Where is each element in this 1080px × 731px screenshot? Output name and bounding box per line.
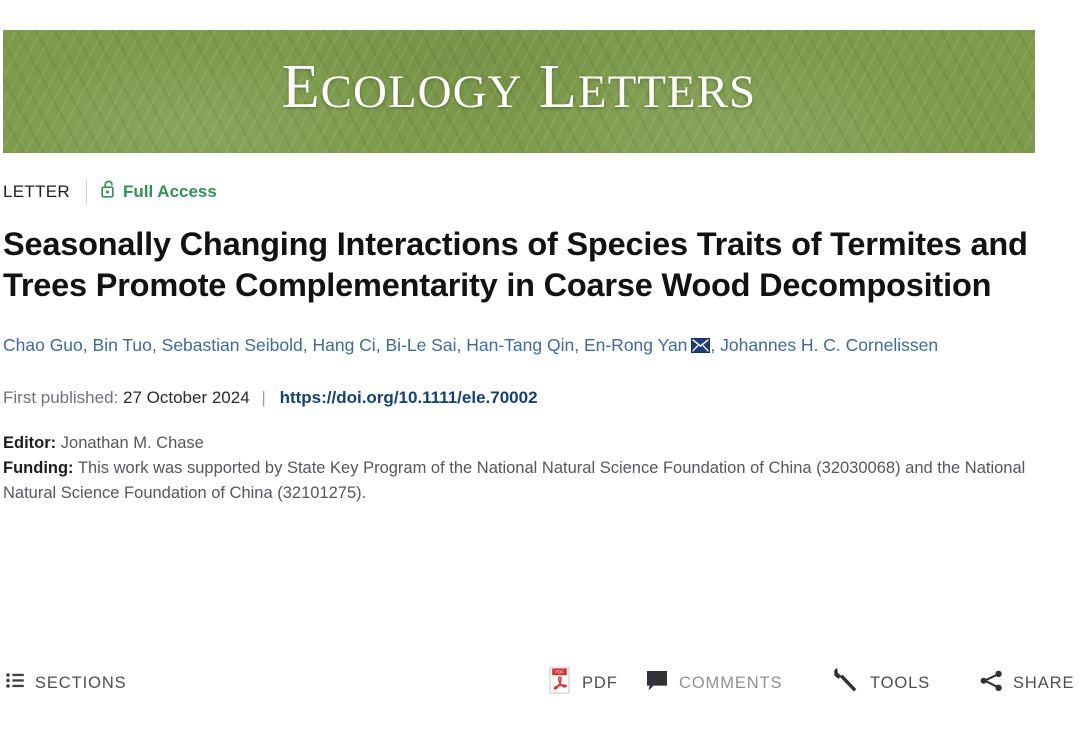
pdf-icon: PDF (549, 667, 571, 699)
author-link[interactable]: Sebastian Seibold (161, 335, 303, 355)
author-link[interactable]: Chao Guo (3, 335, 83, 355)
funding-row: Funding: This work was supported by Stat… (3, 456, 1038, 506)
first-published-date: 27 October 2024 (123, 388, 250, 407)
author-link[interactable]: Bi-Le Sai (385, 335, 457, 355)
editor-label: Editor: (3, 434, 57, 452)
tools-label: TOOLS (870, 673, 931, 692)
article-toolbar: SECTIONS PDF PDF COMMENTS (3, 663, 1073, 711)
pdf-label: PDF (582, 673, 618, 692)
funding-text: This work was supported by State Key Pro… (3, 459, 1026, 502)
comments-label: COMMENTS (679, 673, 783, 692)
full-access-badge[interactable]: Full Access (101, 180, 217, 204)
journal-wordmark-letters-rest: ETTERS (577, 66, 757, 118)
funding-label: Funding: (3, 459, 74, 477)
open-lock-icon (101, 180, 116, 204)
author-link[interactable]: Han-Tang Qin (466, 335, 575, 355)
sections-label: SECTIONS (35, 673, 127, 692)
journal-wordmark-ecology-rest: COLOGY (320, 66, 523, 118)
journal-wordmark-letters: LETTERS (539, 53, 757, 121)
comments-button[interactable]: COMMENTS (646, 663, 782, 703)
envelope-icon[interactable] (691, 334, 711, 361)
article-tagline: LETTER Full Access (3, 179, 1063, 205)
share-button[interactable]: SHARE (980, 663, 1074, 703)
author-link[interactable]: Johannes H. C. Cornelissen (720, 335, 939, 355)
tagline-divider (85, 181, 87, 203)
author-link[interactable]: Hang Ci (312, 335, 376, 355)
svg-text:PDF: PDF (555, 670, 564, 675)
article-meta: LETTER Full Access Seasonally Changing I… (3, 153, 1063, 506)
article-notes: Editor: Jonathan M. Chase Funding: This … (3, 431, 1038, 506)
editor-name: Jonathan M. Chase (60, 434, 204, 452)
journal-wordmark: ECOLOGY LETTERS (3, 53, 1035, 126)
journal-banner[interactable]: ECOLOGY LETTERS (3, 30, 1035, 153)
editor-row: Editor: Jonathan M. Chase (3, 431, 1038, 456)
share-nodes-icon (980, 670, 1002, 697)
article-type-label: LETTER (3, 182, 70, 201)
pubinfo-separator: | (261, 388, 266, 407)
journal-wordmark-ecology: ECOLOGY (281, 53, 523, 121)
pdf-button[interactable]: PDF PDF (549, 663, 618, 703)
share-label: SHARE (1013, 673, 1075, 692)
comment-bubble-icon (646, 670, 668, 697)
full-access-label: Full Access (122, 182, 217, 201)
first-published-label: First published: (3, 388, 119, 407)
author-list: Chao Guo, Bin Tuo, Sebastian Seibold, Ha… (3, 332, 1003, 361)
article-title: Seasonally Changing Interactions of Spec… (3, 226, 1028, 303)
wrench-icon (833, 667, 859, 700)
author-link[interactable]: Bin Tuo (92, 335, 152, 355)
publication-info: First published: 27 October 2024 | https… (3, 386, 1063, 410)
list-icon (6, 673, 24, 693)
sections-button[interactable]: SECTIONS (6, 663, 127, 703)
doi-link[interactable]: https://doi.org/10.1111/ele.70002 (279, 388, 538, 407)
tools-button[interactable]: TOOLS (833, 663, 930, 703)
author-link[interactable]: En-Rong Yan (583, 335, 688, 355)
